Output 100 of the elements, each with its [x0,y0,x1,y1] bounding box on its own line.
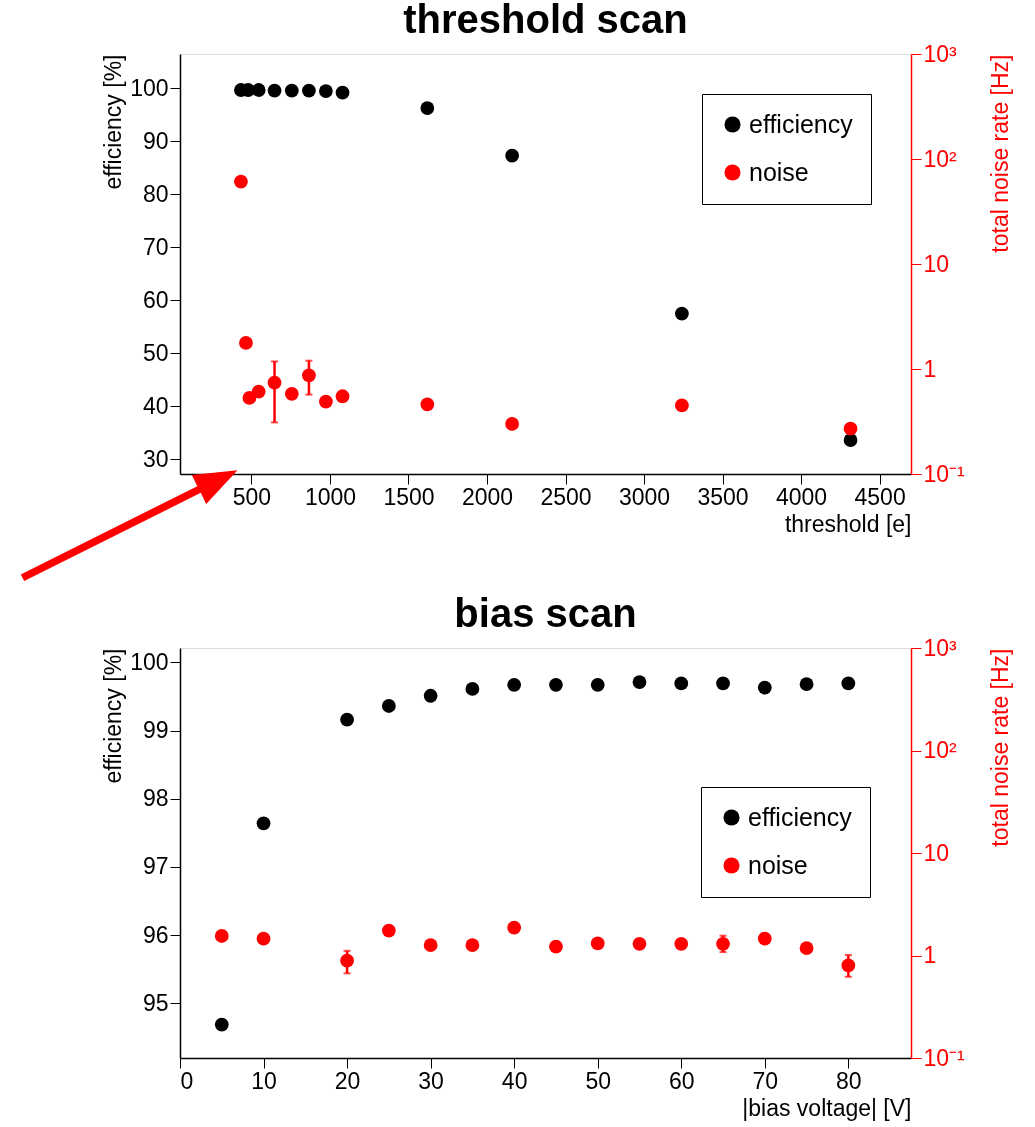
point [267,375,282,390]
y-tick-label: 40 [142,392,169,419]
y2-tick-label: 10³ [923,40,958,67]
y-tick-label: 30 [142,445,169,472]
point [318,84,333,98]
point [590,677,605,692]
x-tick-label: 10 [251,1067,277,1094]
x-tick-label: 50 [585,1067,612,1094]
point [381,699,396,713]
point [214,1017,229,1032]
point [757,931,772,946]
point [239,336,253,350]
point [757,680,772,695]
x-tick-label: 70 [752,1067,779,1094]
point [674,676,689,691]
point [799,941,814,956]
point [335,85,350,100]
x-tick-label: 60 [668,1067,695,1094]
y2-tick-label: 10 [923,250,950,277]
point [507,920,522,935]
y-tick-label: 96 [142,921,169,948]
point [256,816,271,831]
y2-axis-title: total noise rate [Hz] [986,54,1013,253]
x-tick-label: 4500 [854,483,906,510]
point [423,938,438,953]
y-tick-label: 99 [142,717,169,744]
x-tick-label: 80 [836,1067,862,1094]
point [267,83,282,98]
chart-title: threshold scan [403,0,688,41]
point [841,958,856,973]
y2-tick-label: 10³ [923,634,958,661]
legend-label: noise [748,850,808,879]
legend-label: noise [749,157,809,186]
point [256,931,271,946]
point [465,682,480,696]
point [340,712,354,727]
point [465,938,480,953]
y2-tick-label: 10 [923,839,950,866]
y-axis-title: efficiency [%] [100,54,127,190]
x-tick-label: 1000 [304,483,357,510]
y2-tick-label: 1 [923,355,937,382]
y-tick-label: 50 [142,339,169,366]
point [841,676,856,691]
point [420,397,435,412]
point [799,677,814,692]
x-tick-label: 30 [418,1067,444,1094]
y2-tick-label: 1 [923,942,937,968]
x-tick-label: 1500 [383,483,435,510]
y-tick-label: 70 [142,233,169,260]
point [632,675,647,689]
x-tick-label: 20 [334,1067,361,1094]
point [674,306,689,321]
point [284,386,299,401]
x-tick-label: 2000 [461,483,514,510]
point [234,174,248,189]
y2-tick-label: 10² [923,737,958,763]
point [590,936,605,951]
y-tick-label: 100 [130,648,169,675]
point [251,83,266,97]
point [318,394,333,409]
y-tick-label: 90 [142,127,169,154]
point [284,83,299,98]
legend-label: efficiency [749,109,854,138]
y-tick-label: 97 [142,853,169,880]
point [716,676,730,691]
point [505,417,520,431]
y-axis-title: efficiency [%] [100,648,127,784]
y-tick-label: 95 [142,989,169,1016]
point [423,688,438,703]
x-tick-label: 2500 [540,483,592,510]
y2-tick-label: 10² [923,145,958,172]
point [507,677,522,692]
point [632,936,647,951]
point [302,368,316,383]
x-tick-label: 40 [501,1067,528,1094]
point [674,398,689,413]
point [302,83,316,98]
y2-tick-label: 10⁻¹ [923,460,966,487]
chart-title: bias scan [454,591,637,635]
point [420,101,435,115]
legend-label: efficiency [748,802,853,831]
x-tick-label: 3500 [697,483,749,510]
x-axis-title: |bias voltage| [V] [742,1094,912,1121]
point [549,939,563,954]
x-tick-label: 500 [232,483,272,510]
y-tick-label: 60 [142,286,169,313]
y-tick-label: 98 [142,785,169,812]
x-axis-title: threshold [e] [784,510,912,537]
point [674,936,689,951]
point [251,384,266,399]
point [549,677,563,692]
point [843,421,858,436]
point [335,389,350,404]
point [340,953,354,968]
y-tick-label: 100 [130,74,169,101]
x-tick-label: 0 [180,1067,194,1094]
y-tick-label: 80 [142,180,169,207]
y2-tick-label: 10⁻¹ [923,1044,966,1071]
point [505,148,520,163]
x-tick-label: 3000 [618,483,671,510]
